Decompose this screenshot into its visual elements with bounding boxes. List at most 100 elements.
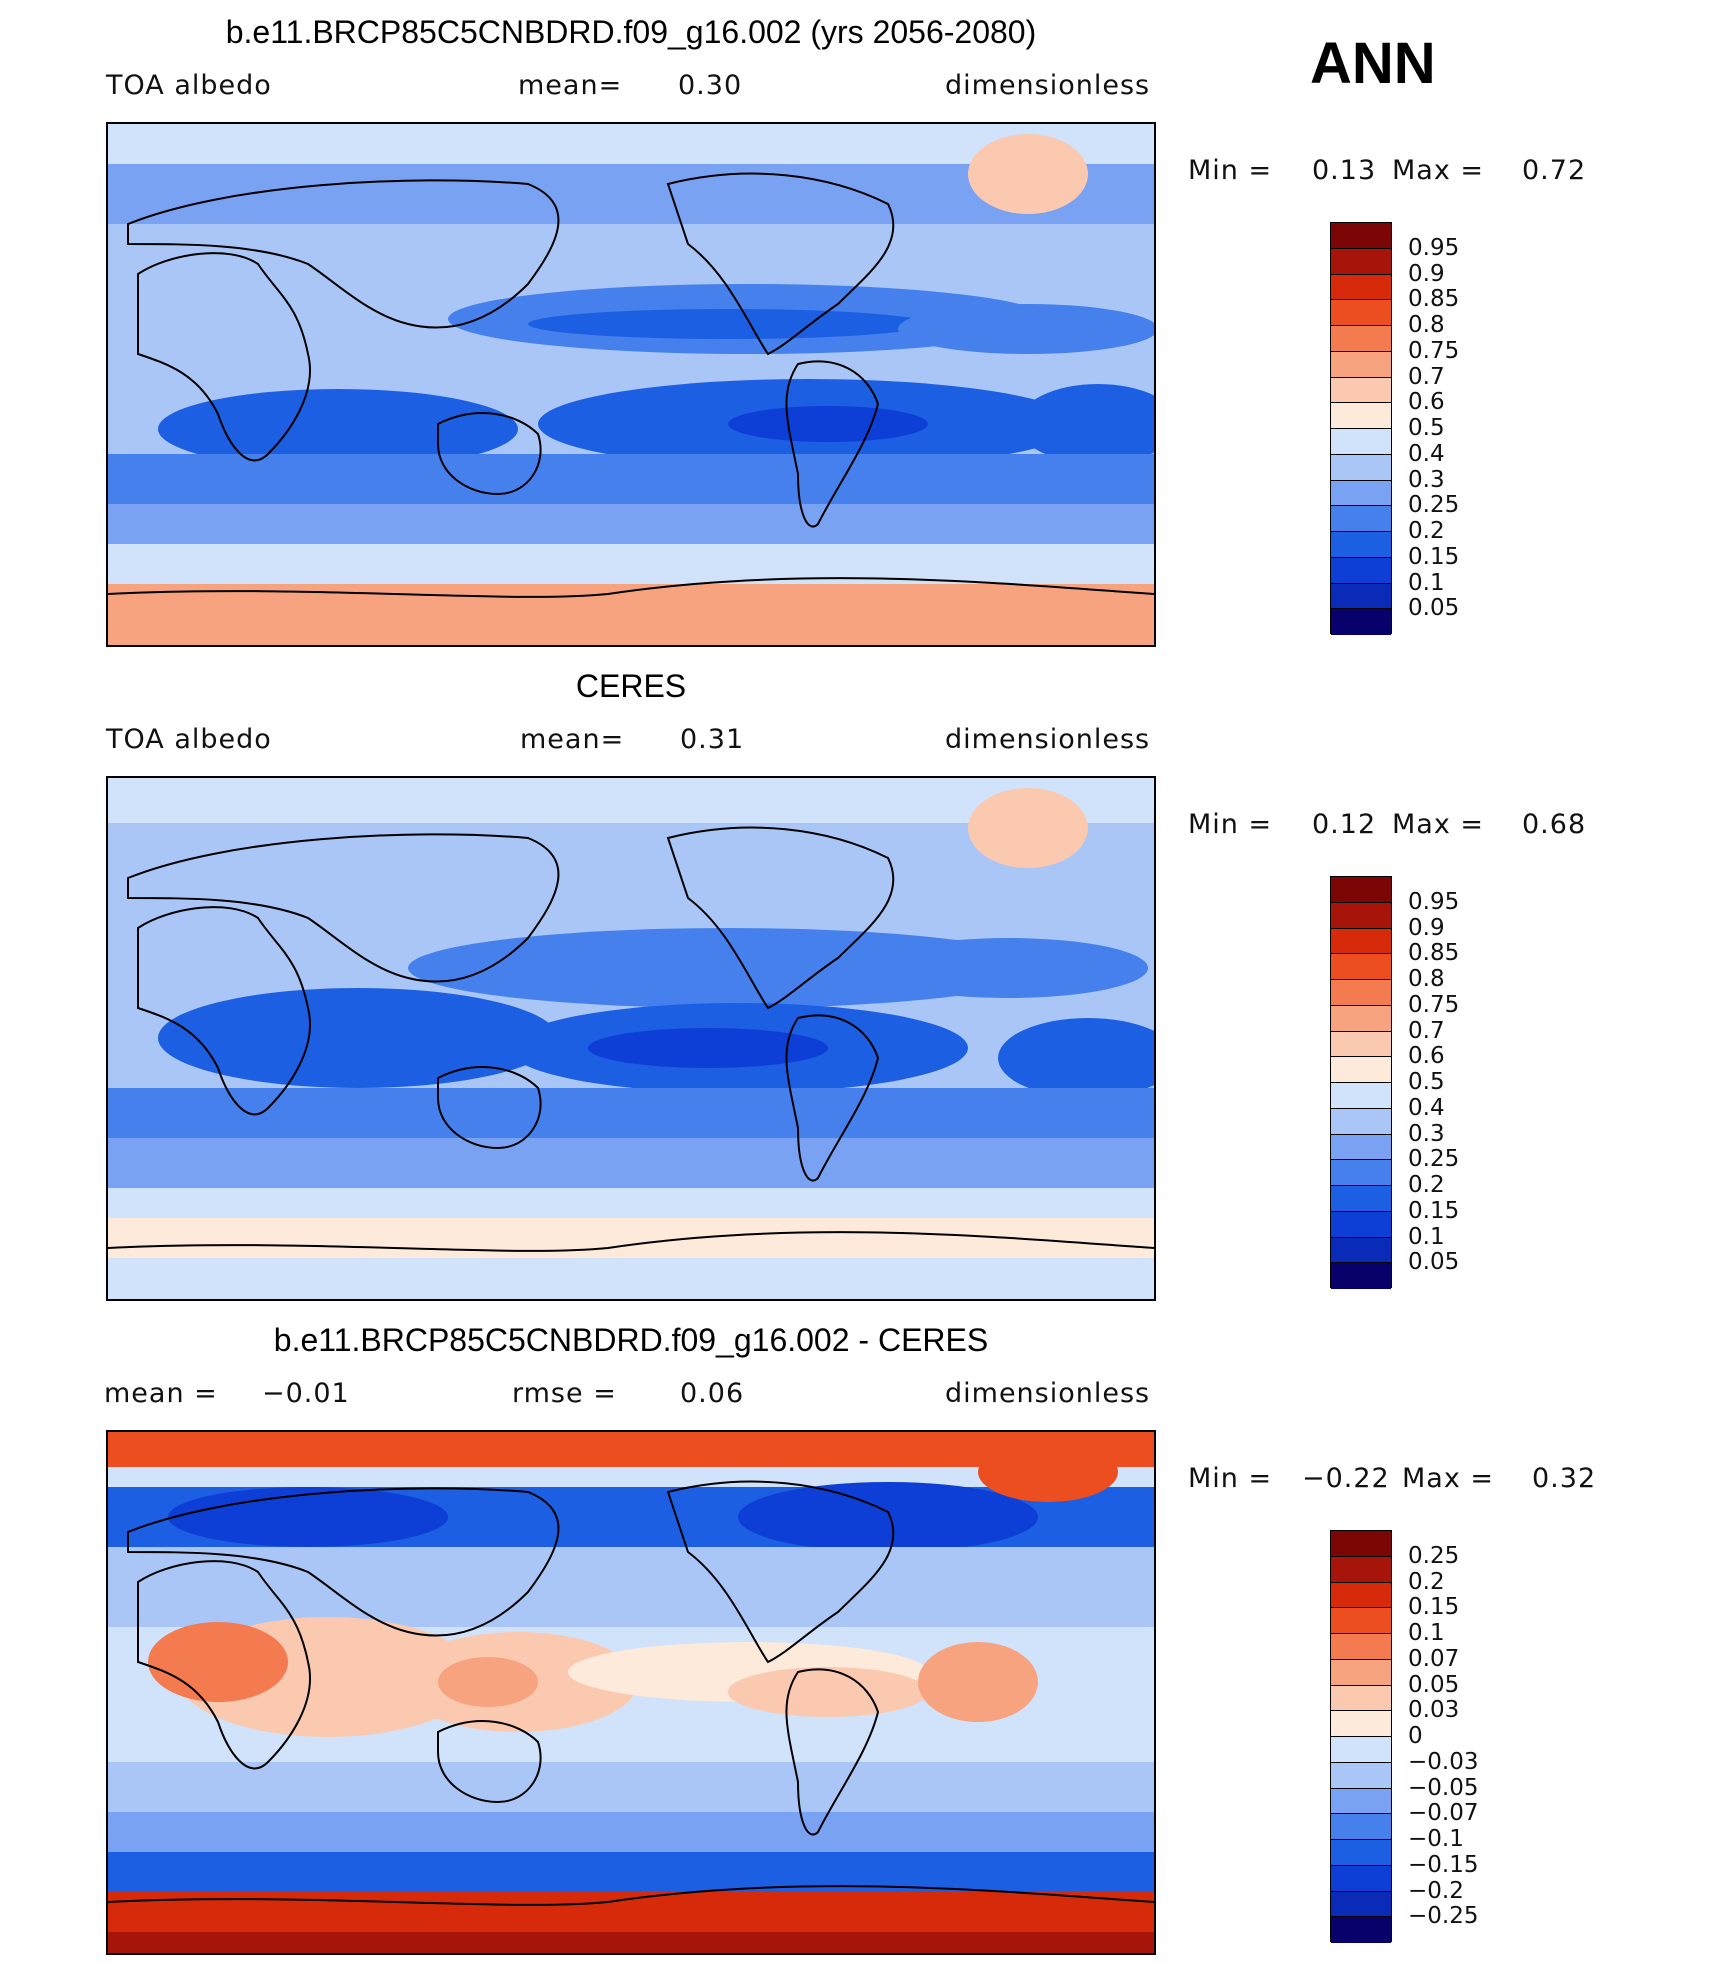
colorbar-tick-label: 0.3 [1408,1120,1445,1147]
panel1-midlat-band [108,454,1154,504]
colorbar-swatch [1331,1711,1391,1737]
colorbar-tick-label: 0.95 [1408,888,1460,915]
colorbar-tick-label: 0.6 [1408,389,1445,416]
panel3-antarctica-outline [108,1885,1154,1906]
colorbar-tick-label: −0.1 [1408,1826,1464,1852]
panel2-mean-value: 0.31 [680,724,745,755]
colorbar-swatch [1331,1582,1391,1609]
panel1-south-america-outline [785,360,880,528]
panel1-africa-outline [137,252,311,462]
colorbar-tick-label: 0.9 [1408,260,1445,287]
panel1-north-america-outline [666,172,895,356]
colorbar-swatch [1331,480,1391,507]
colorbar-swatch [1331,1057,1391,1083]
colorbar-tick-label: 0.15 [1408,1197,1460,1224]
panel3-arctic-band [108,1432,1154,1467]
colorbar-swatch [1331,1005,1391,1032]
colorbar-swatch [1331,1891,1391,1918]
panel3-arctic-edge [108,1467,1154,1487]
colorbar-tick-label: 0.5 [1408,415,1445,441]
colorbar-tick-label: 0.8 [1408,312,1445,338]
panel1-colorbar-swatches [1330,222,1392,635]
panel3-min-value: −0.22 [1302,1463,1390,1494]
colorbar-swatch [1331,1556,1391,1583]
colorbar-swatch [1331,877,1391,903]
panel2-units: dimensionless [945,724,1151,755]
panel1-north-pacific-core [528,309,928,339]
panel3-title: b.e11.BRCP85C5CNBDRD.f09_g16.002 - CERES [273,1322,989,1358]
panel1-colorbar: 0.95 0.9 0.85 0.8 0.75 0.7 0.6 0.5 0.4 0.3 0.25 0.2… [1330,222,1459,635]
colorbar-swatch [1331,902,1391,929]
panel3-mean-label: mean = [104,1378,218,1409]
panel1-units: dimensionless [945,70,1151,101]
colorbar-tick-label: 0.07 [1408,1645,1460,1672]
colorbar-swatch [1331,557,1391,584]
panel1-variable-label: TOA albedo [106,70,272,101]
colorbar-tick-label: 0.05 [1408,595,1460,622]
colorbar-swatch [1331,223,1391,249]
panel1-min-value: 0.13 [1312,155,1377,186]
panel1-antarctica-outline [108,577,1154,598]
panel1-antarctic-band [108,584,1154,645]
panel2-max-label: Max = [1392,809,1485,840]
colorbar-tick-label: 0.3 [1408,466,1445,493]
colorbar-swatch [1331,403,1391,429]
colorbar-tick-label: 0.05 [1408,1671,1460,1698]
colorbar-tick-label: −0.03 [1408,1748,1479,1775]
colorbar-swatch [1331,1237,1391,1264]
colorbar-tick-label: 0.25 [1408,1146,1460,1173]
panel2-midlat-band [108,1088,1154,1138]
colorbar-tick-label: 0.7 [1408,1017,1445,1044]
panel3-north-america-outline [666,1480,895,1664]
colorbar-swatch [1331,1608,1391,1634]
colorbar-swatch [1331,1160,1391,1186]
colorbar-swatch [1331,351,1391,378]
colorbar-tick-label: 0.75 [1408,337,1460,364]
panel3-units: dimensionless [945,1378,1151,1409]
colorbar-tick-label: 0.2 [1408,518,1445,544]
colorbar-swatch [1331,583,1391,610]
colorbar-swatch [1331,1659,1391,1686]
panel1-mean-value: 0.30 [678,70,743,101]
panel3-antarctic-core [108,1932,1154,1953]
panel3-colorbar-swatches [1330,1530,1392,1943]
colorbar-swatch [1331,1762,1391,1789]
colorbar-swatch [1331,1685,1391,1712]
panel2-indian-low [158,988,558,1088]
panel2-colorbar-swatches [1330,876,1392,1289]
panel3-eurasia-low [168,1487,448,1547]
colorbar-tick-label: 0.5 [1408,1069,1445,1095]
panel3-colorbar: 0.25 0.2 0.15 0.1 0.07 0.05 0.03 0 −0.03 −0.05 −0.… [1330,1530,1478,1943]
panel3-max-value: 0.32 [1532,1463,1597,1494]
panel3-south-america-outline [785,1668,880,1836]
panel1-south-band [108,504,1154,544]
panel3-rmse-value: 0.06 [680,1378,745,1409]
colorbar-tick-label: 0.9 [1408,914,1445,941]
panel3-map [106,1430,1156,1955]
colorbar-tick-label: −0.07 [1408,1800,1479,1827]
colorbar-swatch [1331,1634,1391,1660]
panel2-min-label: Min = [1188,809,1273,840]
panel3-max-label: Max = [1402,1463,1495,1494]
panel2-australia-outline [437,1066,542,1150]
panel3-midlat-south [108,1762,1154,1812]
colorbar-swatch [1331,1134,1391,1161]
colorbar-swatch [1331,326,1391,352]
colorbar-swatch [1331,1788,1391,1815]
panel1-title: b.e11.BRCP85C5CNBDRD.f09_g16.002 (yrs 20… [225,14,1037,50]
colorbar-swatch [1331,506,1391,532]
panel2-north-atlantic-low [868,938,1148,998]
panel2-storm-track [108,1188,1154,1218]
panel2-max-value: 0.68 [1522,809,1587,840]
colorbar-tick-label: −0.25 [1408,1903,1479,1930]
colorbar-tick-label: −0.2 [1408,1877,1464,1904]
colorbar-swatch [1331,429,1391,455]
colorbar-swatch [1331,300,1391,326]
panel2-map [106,776,1156,1301]
panel2-antarctica-outline [108,1231,1154,1252]
panel2-title: CERES [575,668,687,704]
colorbar-tick-label: 0.85 [1408,286,1460,313]
colorbar-tick-label: 0.4 [1408,440,1445,467]
panel1-storm-track [108,544,1154,584]
panel2-greenland [968,788,1088,868]
